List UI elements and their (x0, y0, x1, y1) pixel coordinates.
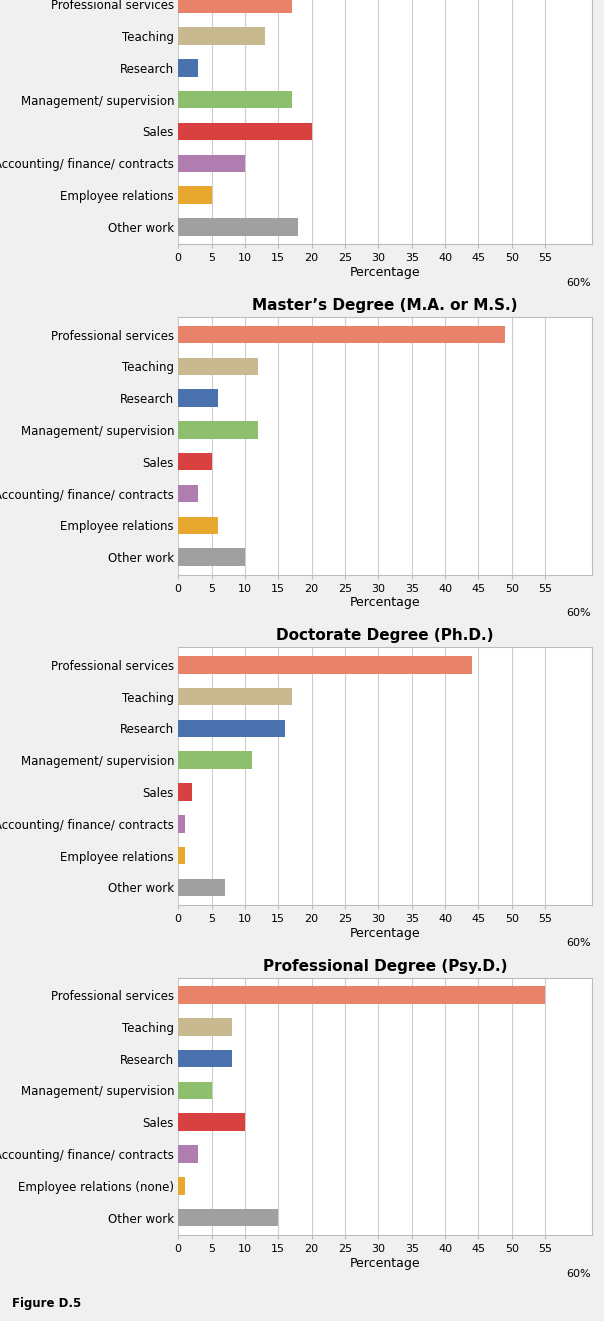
X-axis label: Percentage: Percentage (350, 1258, 420, 1269)
Bar (178, 847, 185, 864)
Title: Doctorate Degree (Ph.D.): Doctorate Degree (Ph.D.) (276, 629, 494, 643)
Bar (178, 1209, 278, 1226)
Title: Professional Degree (Psy.D.): Professional Degree (Psy.D.) (263, 959, 507, 974)
Bar (178, 123, 312, 140)
Text: 60%: 60% (567, 608, 591, 618)
Bar (178, 1018, 231, 1036)
Bar (178, 548, 245, 565)
Bar (178, 752, 252, 769)
Bar (178, 783, 191, 801)
Bar (178, 28, 265, 45)
Bar (178, 720, 285, 737)
Bar (178, 485, 198, 502)
Bar (178, 517, 218, 534)
Bar (178, 218, 298, 235)
Text: Figure D.5: Figure D.5 (12, 1297, 82, 1310)
Text: 60%: 60% (567, 938, 591, 948)
Bar (178, 878, 225, 896)
X-axis label: Percentage: Percentage (350, 927, 420, 939)
Text: 60%: 60% (567, 1268, 591, 1279)
Bar (178, 453, 211, 470)
Bar (178, 688, 292, 705)
Bar (178, 1114, 245, 1131)
Bar (178, 0, 292, 13)
Bar (178, 390, 218, 407)
Bar (178, 1050, 231, 1067)
Bar (178, 987, 545, 1004)
X-axis label: Percentage: Percentage (350, 597, 420, 609)
Bar (178, 1177, 185, 1194)
Bar (178, 358, 259, 375)
Bar (178, 186, 211, 203)
Bar (178, 91, 292, 108)
Bar (178, 1082, 211, 1099)
Bar (178, 657, 472, 674)
Bar (178, 155, 245, 172)
Bar (178, 59, 198, 77)
X-axis label: Percentage: Percentage (350, 267, 420, 279)
Bar (178, 1145, 198, 1162)
Bar (178, 815, 185, 832)
Title: Master’s Degree (M.A. or M.S.): Master’s Degree (M.A. or M.S.) (252, 299, 518, 313)
Text: 60%: 60% (567, 277, 591, 288)
Bar (178, 421, 259, 439)
Bar (178, 326, 505, 343)
